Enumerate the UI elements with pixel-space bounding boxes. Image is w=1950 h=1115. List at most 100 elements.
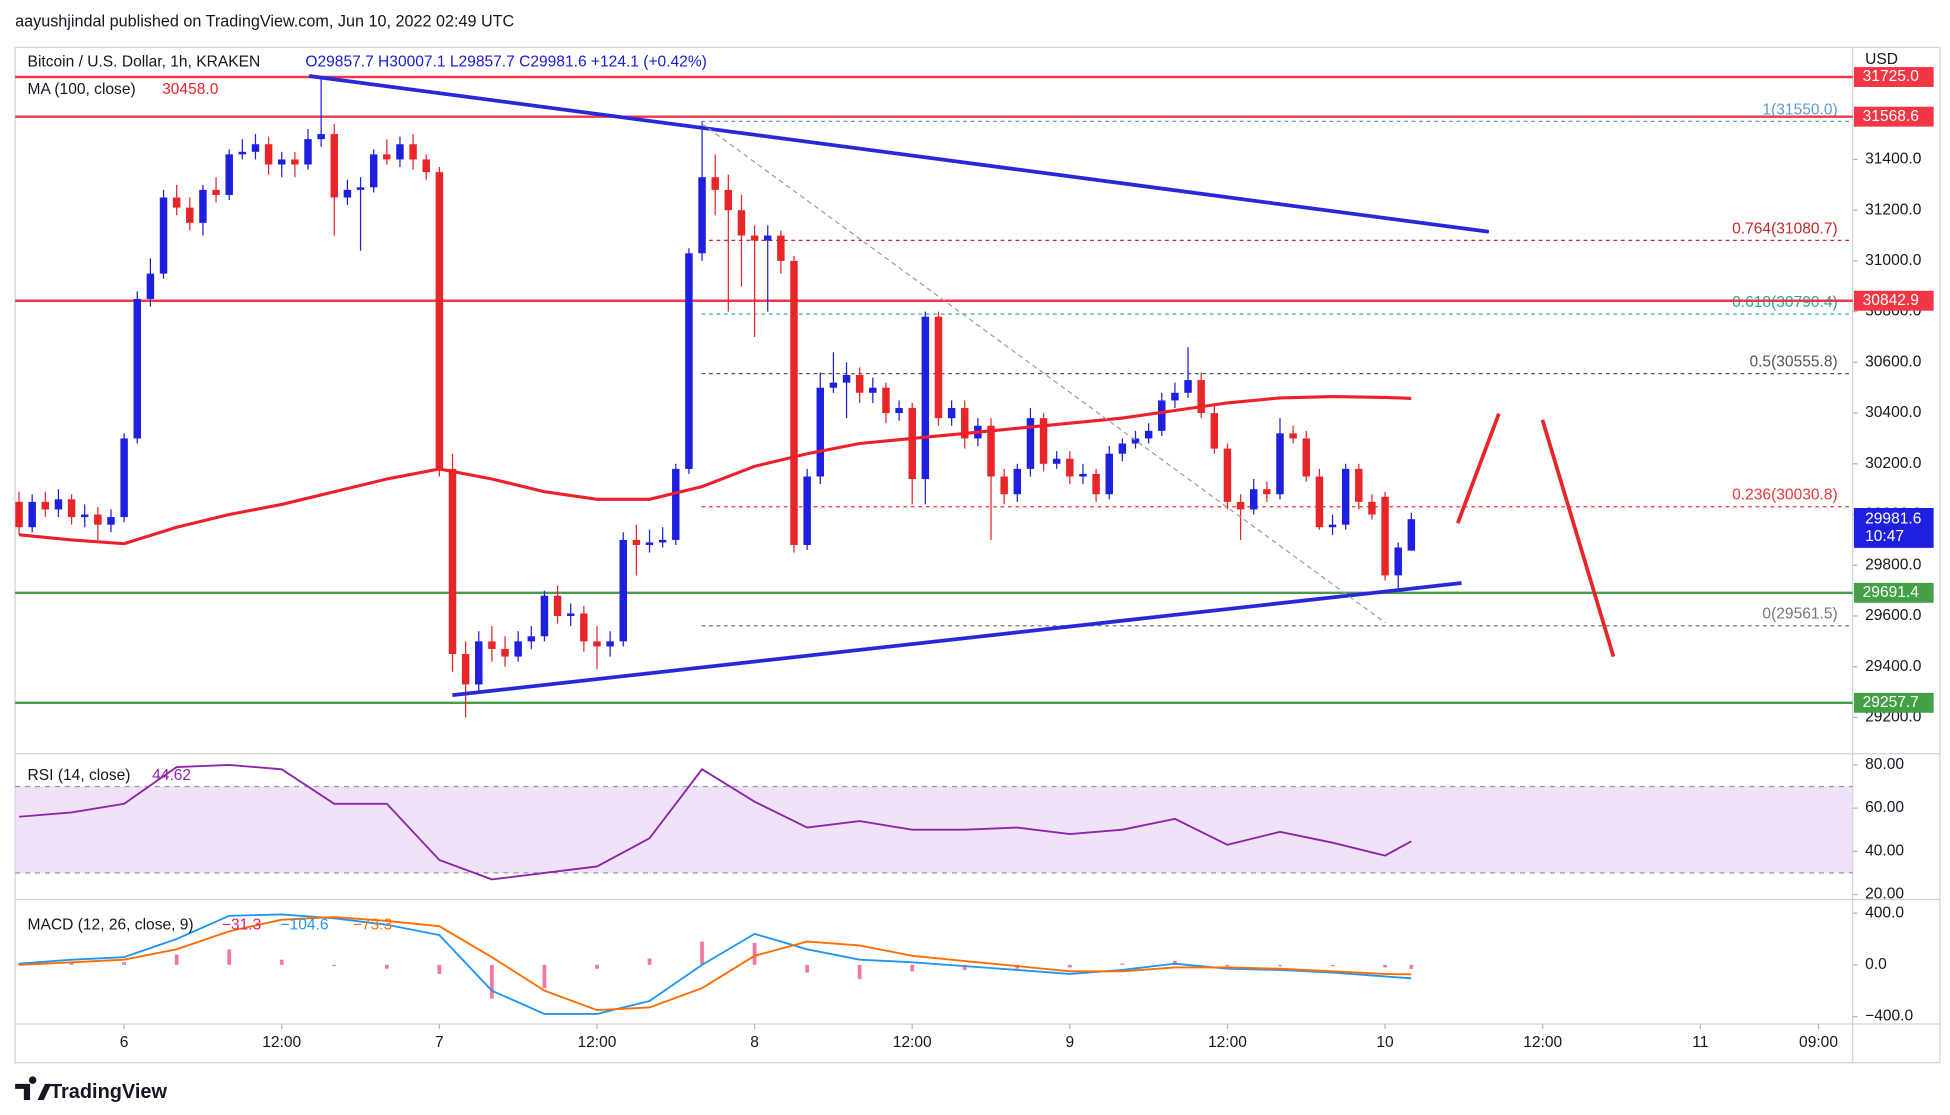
histogram-bar — [122, 962, 126, 965]
candle-body — [54, 499, 63, 510]
level-price-label: 31725.0 — [1863, 68, 1920, 85]
candle-body — [1105, 453, 1113, 495]
candle-body — [501, 648, 509, 657]
candle-body — [212, 189, 220, 195]
candle-body — [1144, 430, 1153, 439]
candle-body — [461, 654, 470, 685]
candle-body — [514, 641, 522, 657]
candle-body — [540, 595, 549, 637]
candle-body — [737, 210, 746, 236]
candle-body — [1249, 489, 1258, 510]
candle-body — [658, 539, 667, 543]
histogram-bar — [700, 941, 704, 965]
y-tick-label: 400.0 — [1865, 904, 1904, 921]
y-tick-label: 31200.0 — [1865, 201, 1922, 218]
histogram-bar — [910, 964, 915, 972]
candle-body — [711, 177, 719, 190]
candle-body — [1131, 438, 1140, 444]
candle-body — [1210, 413, 1219, 449]
candle-body — [869, 387, 877, 393]
candle-body — [855, 375, 864, 393]
candle-body — [264, 144, 273, 165]
candle-body — [107, 517, 115, 525]
candle-body — [1039, 418, 1048, 464]
histogram-bar — [857, 964, 862, 980]
candle-body — [645, 542, 654, 545]
plot-area: 6 12:00 7 12:00 8 12:00 9 12:00 10 12:00 11 09:00 29… — [15, 67, 1934, 1051]
fib-label: 0.5(30555.8) — [1749, 353, 1837, 370]
y-tick-label: 29200.0 — [1865, 709, 1922, 726]
candle-body — [409, 144, 417, 160]
candle-body — [1276, 433, 1284, 495]
logo-icon — [15, 1076, 52, 1101]
candle-body — [1236, 501, 1245, 510]
candle-body — [186, 207, 194, 223]
y-tick-label: 29800.0 — [1865, 556, 1922, 573]
candle-body — [632, 539, 641, 545]
candle-body — [553, 595, 562, 616]
candle-body — [908, 408, 916, 480]
fib-label: 0(29561.5) — [1762, 606, 1837, 623]
macd-name: MACD (12, 26, close, 9) — [28, 917, 194, 934]
currency: USD — [1865, 51, 1898, 68]
candle-body — [606, 641, 614, 647]
histogram-bar — [227, 949, 232, 965]
candle-body — [304, 139, 312, 165]
candle-body — [1368, 501, 1376, 515]
candle-body — [987, 425, 995, 477]
histogram-bar — [805, 964, 810, 973]
candle-body — [1263, 489, 1271, 495]
histogram-bar — [174, 954, 179, 965]
x-tick-label: 12:00 — [262, 1034, 301, 1051]
fib-label: 0.618(30790.4) — [1732, 294, 1838, 311]
histogram-bar — [490, 964, 494, 999]
candle-body — [829, 382, 838, 388]
histogram-bar — [1330, 964, 1335, 967]
candle-body — [238, 151, 247, 155]
x-tick-label: 6 — [120, 1034, 129, 1051]
candle-body — [225, 154, 233, 195]
fib-label: 0.764(31080.7) — [1732, 220, 1838, 237]
candle-body — [1394, 547, 1402, 576]
candle-body — [698, 177, 706, 254]
footer-logo: TradingView — [15, 1076, 167, 1103]
candle-body — [172, 197, 181, 208]
candle-body — [488, 641, 496, 649]
candle-body — [750, 235, 759, 241]
candle-body — [120, 438, 128, 518]
histogram-bar — [962, 964, 967, 971]
level-price-label: 29691.4 — [1863, 584, 1920, 601]
moving-average — [18, 394, 1412, 546]
published-line: aayushjindal published on TradingView.co… — [15, 13, 514, 31]
projection-arrow — [1456, 412, 1501, 524]
candle-body — [80, 514, 89, 518]
indicator-line — [19, 916, 1412, 1012]
histogram-bar — [1225, 964, 1230, 967]
histogram-bar — [1067, 964, 1072, 968]
candle-body — [947, 408, 956, 419]
x-tick-label: 12:00 — [1208, 1034, 1247, 1051]
candle-body — [619, 539, 627, 642]
candle-body — [15, 501, 23, 528]
candle-body — [1355, 468, 1363, 502]
histogram-bar — [384, 964, 389, 969]
y-tick-label: 20.00 — [1865, 886, 1904, 903]
y-tick-label: 31400.0 — [1865, 151, 1922, 168]
candle-body — [934, 316, 943, 419]
candle-body — [803, 476, 811, 545]
candle-body — [672, 468, 680, 540]
candle-body — [816, 387, 825, 477]
candle-body — [133, 298, 141, 439]
histogram-bar — [332, 964, 337, 967]
fib-label: 0.236(30030.8) — [1732, 487, 1838, 504]
symbol: Bitcoin / U.S. Dollar, 1h, KRAKEN — [28, 53, 261, 70]
candle-body — [475, 641, 483, 685]
candle-body — [895, 408, 903, 414]
x-tick-label: 12:00 — [893, 1034, 932, 1051]
candle-body — [146, 273, 155, 299]
y-tick-label: 30400.0 — [1865, 404, 1922, 421]
level-price-box — [1853, 67, 1934, 87]
candle-body — [1079, 473, 1087, 477]
trend-line — [452, 581, 1462, 698]
